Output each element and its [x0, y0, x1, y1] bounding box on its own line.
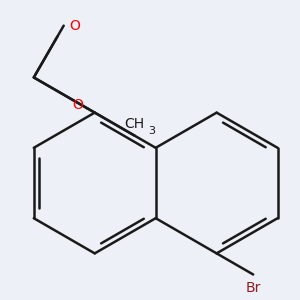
Text: O: O — [72, 98, 83, 112]
Text: Br: Br — [245, 281, 261, 295]
Text: 3: 3 — [148, 126, 155, 136]
Text: O: O — [69, 19, 80, 33]
Text: CH: CH — [124, 117, 144, 131]
